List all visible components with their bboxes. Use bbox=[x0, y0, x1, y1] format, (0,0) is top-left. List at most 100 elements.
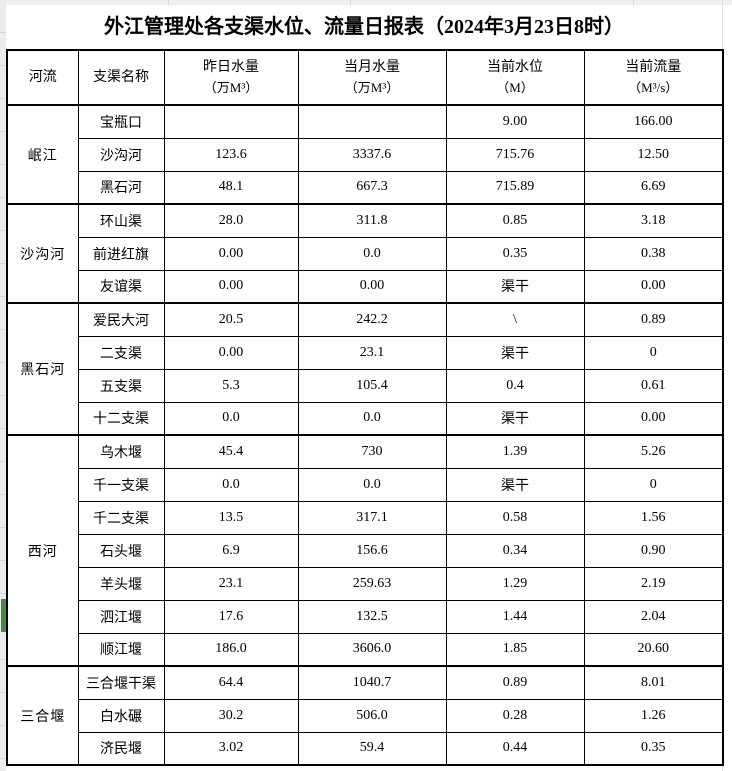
flow-cell[interactable]: 0.90 bbox=[583, 533, 724, 568]
header-yesterday-volume[interactable]: 昨日水量 （万M³） bbox=[163, 49, 299, 106]
month-cell[interactable]: 730 bbox=[297, 434, 447, 469]
level-cell[interactable]: 渠干 bbox=[445, 335, 585, 370]
channel-cell[interactable]: 友谊渠 bbox=[77, 269, 165, 304]
month-cell[interactable]: 259.63 bbox=[297, 566, 447, 601]
yesterday-cell[interactable]: 45.4 bbox=[163, 434, 299, 469]
flow-cell[interactable]: 0.00 bbox=[583, 269, 724, 304]
level-cell[interactable]: 9.00 bbox=[445, 104, 585, 139]
month-cell[interactable]: 311.8 bbox=[297, 203, 447, 238]
yesterday-cell[interactable]: 0.0 bbox=[163, 401, 299, 436]
header-month-volume[interactable]: 当月水量 （万M³） bbox=[297, 49, 447, 106]
month-cell[interactable]: 667.3 bbox=[297, 170, 447, 205]
month-cell[interactable] bbox=[297, 104, 447, 139]
level-cell[interactable]: \ bbox=[445, 302, 585, 337]
flow-cell[interactable]: 1.26 bbox=[583, 698, 724, 733]
flow-cell[interactable]: 5.26 bbox=[583, 434, 724, 469]
yesterday-cell[interactable]: 13.5 bbox=[163, 500, 299, 535]
channel-cell[interactable]: 前进红旗 bbox=[77, 236, 165, 271]
channel-cell[interactable]: 羊头堰 bbox=[77, 566, 165, 601]
flow-cell[interactable]: 2.19 bbox=[583, 566, 724, 601]
flow-cell[interactable]: 2.04 bbox=[583, 599, 724, 634]
channel-cell[interactable]: 环山渠 bbox=[77, 203, 165, 238]
level-cell[interactable]: 0.58 bbox=[445, 500, 585, 535]
header-current-level[interactable]: 当前水位 （M） bbox=[445, 49, 585, 106]
flow-cell[interactable]: 12.50 bbox=[583, 137, 724, 172]
flow-cell[interactable]: 0 bbox=[583, 467, 724, 502]
month-cell[interactable]: 0.0 bbox=[297, 236, 447, 271]
channel-cell[interactable]: 十二支渠 bbox=[77, 401, 165, 436]
flow-cell[interactable]: 0.38 bbox=[583, 236, 724, 271]
channel-cell[interactable]: 石头堰 bbox=[77, 533, 165, 568]
month-cell[interactable]: 0.00 bbox=[297, 269, 447, 304]
level-cell[interactable]: 0.89 bbox=[445, 665, 585, 700]
flow-cell[interactable]: 0.89 bbox=[583, 302, 724, 337]
yesterday-cell[interactable]: 6.9 bbox=[163, 533, 299, 568]
flow-cell[interactable]: 0 bbox=[583, 335, 724, 370]
yesterday-cell[interactable]: 23.1 bbox=[163, 566, 299, 601]
yesterday-cell[interactable]: 28.0 bbox=[163, 203, 299, 238]
header-channel[interactable]: 支渠名称 bbox=[77, 49, 165, 106]
month-cell[interactable]: 3337.6 bbox=[297, 137, 447, 172]
month-cell[interactable]: 242.2 bbox=[297, 302, 447, 337]
channel-cell[interactable]: 沙沟河 bbox=[77, 137, 165, 172]
month-cell[interactable]: 105.4 bbox=[297, 368, 447, 403]
level-cell[interactable]: 渠干 bbox=[445, 467, 585, 502]
month-cell[interactable]: 59.4 bbox=[297, 731, 447, 766]
flow-cell[interactable]: 3.18 bbox=[583, 203, 724, 238]
header-current-flow[interactable]: 当前流量 （M³/s） bbox=[583, 49, 724, 106]
channel-cell[interactable]: 二支渠 bbox=[77, 335, 165, 370]
level-cell[interactable]: 0.44 bbox=[445, 731, 585, 766]
flow-cell[interactable]: 6.69 bbox=[583, 170, 724, 205]
month-cell[interactable]: 23.1 bbox=[297, 335, 447, 370]
level-cell[interactable]: 1.85 bbox=[445, 632, 585, 667]
yesterday-cell[interactable]: 0.0 bbox=[163, 467, 299, 502]
yesterday-cell[interactable]: 0.00 bbox=[163, 269, 299, 304]
river-cell[interactable]: 岷江 bbox=[6, 104, 79, 205]
yesterday-cell[interactable]: 5.3 bbox=[163, 368, 299, 403]
yesterday-cell[interactable]: 30.2 bbox=[163, 698, 299, 733]
yesterday-cell[interactable]: 0.00 bbox=[163, 236, 299, 271]
flow-cell[interactable]: 1.56 bbox=[583, 500, 724, 535]
level-cell[interactable]: 0.85 bbox=[445, 203, 585, 238]
level-cell[interactable]: 0.34 bbox=[445, 533, 585, 568]
channel-cell[interactable]: 白水碾 bbox=[77, 698, 165, 733]
yesterday-cell[interactable]: 186.0 bbox=[163, 632, 299, 667]
river-cell[interactable]: 西河 bbox=[6, 434, 79, 667]
river-cell[interactable]: 黑石河 bbox=[6, 302, 79, 436]
level-cell[interactable]: 1.29 bbox=[445, 566, 585, 601]
channel-cell[interactable]: 五支渠 bbox=[77, 368, 165, 403]
channel-cell[interactable]: 三合堰干渠 bbox=[77, 665, 165, 700]
flow-cell[interactable]: 0.61 bbox=[583, 368, 724, 403]
level-cell[interactable]: 715.76 bbox=[445, 137, 585, 172]
channel-cell[interactable]: 千二支渠 bbox=[77, 500, 165, 535]
flow-cell[interactable]: 0.35 bbox=[583, 731, 724, 766]
level-cell[interactable]: 0.35 bbox=[445, 236, 585, 271]
yesterday-cell[interactable]: 64.4 bbox=[163, 665, 299, 700]
flow-cell[interactable]: 20.60 bbox=[583, 632, 724, 667]
level-cell[interactable]: 0.4 bbox=[445, 368, 585, 403]
yesterday-cell[interactable]: 20.5 bbox=[163, 302, 299, 337]
month-cell[interactable]: 1040.7 bbox=[297, 665, 447, 700]
level-cell[interactable]: 渠干 bbox=[445, 401, 585, 436]
channel-cell[interactable]: 乌木堰 bbox=[77, 434, 165, 469]
level-cell[interactable]: 0.28 bbox=[445, 698, 585, 733]
channel-cell[interactable]: 泗江堰 bbox=[77, 599, 165, 634]
flow-cell[interactable]: 8.01 bbox=[583, 665, 724, 700]
month-cell[interactable]: 0.0 bbox=[297, 467, 447, 502]
channel-cell[interactable]: 宝瓶口 bbox=[77, 104, 165, 139]
level-cell[interactable]: 1.39 bbox=[445, 434, 585, 469]
channel-cell[interactable]: 济民堰 bbox=[77, 731, 165, 766]
yesterday-cell[interactable]: 48.1 bbox=[163, 170, 299, 205]
flow-cell[interactable]: 166.00 bbox=[583, 104, 724, 139]
river-cell[interactable]: 三合堰 bbox=[6, 665, 79, 766]
channel-cell[interactable]: 顺江堰 bbox=[77, 632, 165, 667]
level-cell[interactable]: 渠干 bbox=[445, 269, 585, 304]
yesterday-cell[interactable]: 0.00 bbox=[163, 335, 299, 370]
level-cell[interactable]: 1.44 bbox=[445, 599, 585, 634]
header-river[interactable]: 河流 bbox=[6, 49, 79, 106]
channel-cell[interactable]: 千一支渠 bbox=[77, 467, 165, 502]
flow-cell[interactable]: 0.00 bbox=[583, 401, 724, 436]
yesterday-cell[interactable]: 17.6 bbox=[163, 599, 299, 634]
yesterday-cell[interactable]: 123.6 bbox=[163, 137, 299, 172]
channel-cell[interactable]: 黑石河 bbox=[77, 170, 165, 205]
